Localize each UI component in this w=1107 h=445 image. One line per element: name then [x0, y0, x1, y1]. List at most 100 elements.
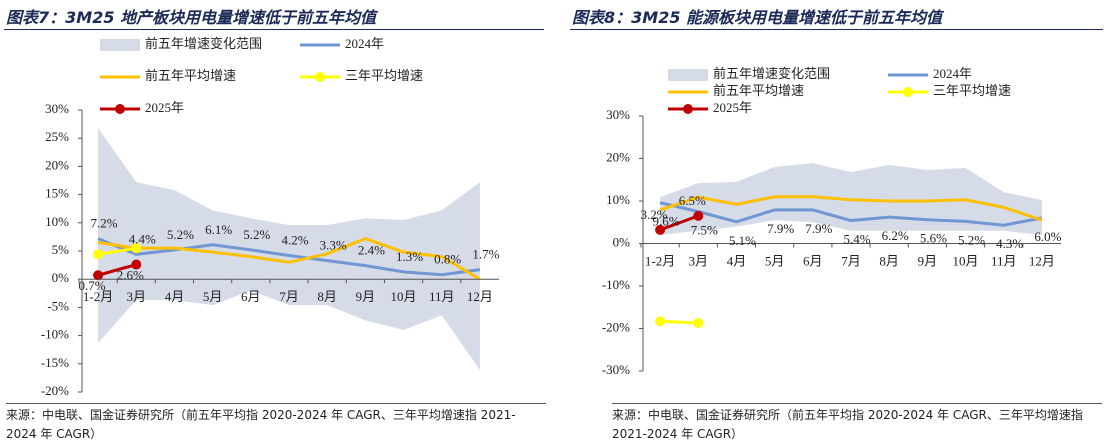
- data-label: 7.9%: [767, 221, 794, 236]
- x-tick-label: 9月: [356, 289, 376, 304]
- series-line: [97, 236, 481, 281]
- legend-swatch: [668, 69, 708, 81]
- x-tick-label: 11月: [991, 253, 1017, 268]
- x-tick-label: 6月: [803, 253, 823, 268]
- legend-label: 三年平均增速: [933, 83, 1011, 98]
- chart-title: 图表8：3M25 能源板块用电量增速低于前五年均值: [572, 8, 943, 27]
- data-label: 7.9%: [805, 221, 832, 236]
- data-label: 9.6%: [653, 214, 680, 229]
- range-area: [98, 128, 480, 371]
- series-line: [659, 195, 1043, 222]
- y-tick-label: -10%: [602, 277, 630, 292]
- data-label: 6.2%: [882, 228, 909, 243]
- x-tick-label: 12月: [467, 289, 493, 304]
- data-label: 6.1%: [205, 222, 232, 237]
- legend-label: 2024年: [345, 36, 384, 51]
- data-label: 4.2%: [281, 232, 308, 247]
- series-marker: [93, 270, 104, 281]
- y-tick-label: -20%: [41, 383, 69, 398]
- x-tick-label: 5月: [765, 253, 785, 268]
- x-tick-label: 11月: [429, 289, 455, 304]
- legend-marker: [315, 72, 325, 82]
- data-label: 7.2%: [91, 216, 118, 231]
- x-tick-label: 7月: [279, 289, 299, 304]
- y-tick-label: -5%: [47, 298, 69, 313]
- y-tick-label: -20%: [602, 319, 630, 334]
- legend-marker: [903, 87, 913, 97]
- legend-label: 2024年: [933, 66, 972, 81]
- legend-marker: [683, 104, 693, 114]
- legend-label: 2025年: [713, 100, 752, 115]
- x-tick-label: 4月: [165, 289, 185, 304]
- data-label: 1.3%: [396, 249, 423, 264]
- x-tick-label: 10月: [953, 253, 979, 268]
- legend-label: 前五年平均增速: [145, 68, 236, 83]
- series-marker: [131, 259, 142, 270]
- y-tick-label: -15%: [41, 355, 69, 370]
- series-marker: [131, 243, 142, 254]
- y-tick-label: 20%: [45, 157, 69, 172]
- x-tick-label: 1-2月: [645, 253, 675, 268]
- x-tick-label: 7月: [841, 253, 861, 268]
- y-tick-label: 0%: [613, 234, 631, 249]
- y-tick-label: 0%: [52, 270, 70, 285]
- data-label: 5.2%: [958, 232, 985, 247]
- x-tick-label: 4月: [727, 253, 747, 268]
- data-label: 6.0%: [1034, 229, 1061, 244]
- data-label: 5.2%: [243, 227, 270, 242]
- legend-swatch: [100, 39, 140, 51]
- series-line: [97, 246, 137, 256]
- series-line: [97, 237, 481, 277]
- y-tick-label: 10%: [45, 214, 69, 229]
- y-tick-label: 5%: [52, 242, 70, 257]
- x-tick-label: 6月: [241, 289, 261, 304]
- y-tick-label: -30%: [602, 362, 630, 377]
- data-label: 3.3%: [320, 238, 347, 253]
- data-label: 5.2%: [167, 227, 194, 242]
- y-tick-label: 25%: [45, 129, 69, 144]
- x-tick-label: 8月: [879, 253, 899, 268]
- legend-label: 前五年增速变化范围: [713, 66, 830, 81]
- y-tick-label: 20%: [606, 149, 630, 164]
- series-marker: [93, 249, 104, 260]
- x-tick-label: 1-2月: [83, 289, 113, 304]
- data-label: 4.4%: [129, 231, 156, 246]
- title-rule: [570, 29, 1103, 30]
- x-tick-label: 3月: [127, 289, 147, 304]
- data-label: 5.4%: [843, 232, 870, 247]
- x-tick-label: 12月: [1029, 253, 1055, 268]
- data-label: 1.7%: [472, 247, 499, 262]
- data-label: 0.7%: [79, 278, 106, 293]
- legend-label: 前五年平均增速: [713, 83, 804, 98]
- data-label: 5.1%: [729, 233, 756, 248]
- legend-label: 前五年增速变化范围: [145, 36, 262, 51]
- x-tick-label: 5月: [203, 289, 223, 304]
- data-label: 6.5%: [679, 193, 706, 208]
- source-note: 来源：中电联、国金证券研究所（前五年平均指 2020-2024 年 CAGR、三…: [6, 403, 546, 444]
- x-tick-label: 9月: [918, 253, 938, 268]
- legend-marker: [115, 104, 125, 114]
- series-marker: [655, 316, 666, 327]
- y-tick-label: -10%: [41, 327, 69, 342]
- y-tick-label: 30%: [606, 107, 630, 122]
- legend-label: 三年平均增速: [345, 68, 423, 83]
- data-label: 5.6%: [920, 231, 947, 246]
- series-line: [659, 214, 699, 232]
- y-tick-label: 15%: [45, 186, 69, 201]
- series-line: [97, 263, 137, 277]
- series-line: [659, 201, 1043, 227]
- data-label: 2.4%: [358, 243, 385, 258]
- y-tick-label: 10%: [606, 192, 630, 207]
- series-line: [660, 319, 699, 325]
- data-label: 2.6%: [117, 268, 144, 283]
- series-marker: [693, 210, 704, 221]
- data-label: 3.2%: [641, 207, 668, 222]
- chart-title: 图表7：3M25 地产板块用电量增速低于前五年均值: [6, 8, 377, 27]
- y-tick-label: 30%: [45, 101, 69, 116]
- x-tick-label: 10月: [391, 289, 417, 304]
- x-tick-label: 8月: [317, 289, 337, 304]
- source-note: 来源：中电联、国金证券研究所（前五年平均指 2020-2024 年 CAGR、三…: [612, 403, 1102, 444]
- x-tick-label: 3月: [689, 253, 709, 268]
